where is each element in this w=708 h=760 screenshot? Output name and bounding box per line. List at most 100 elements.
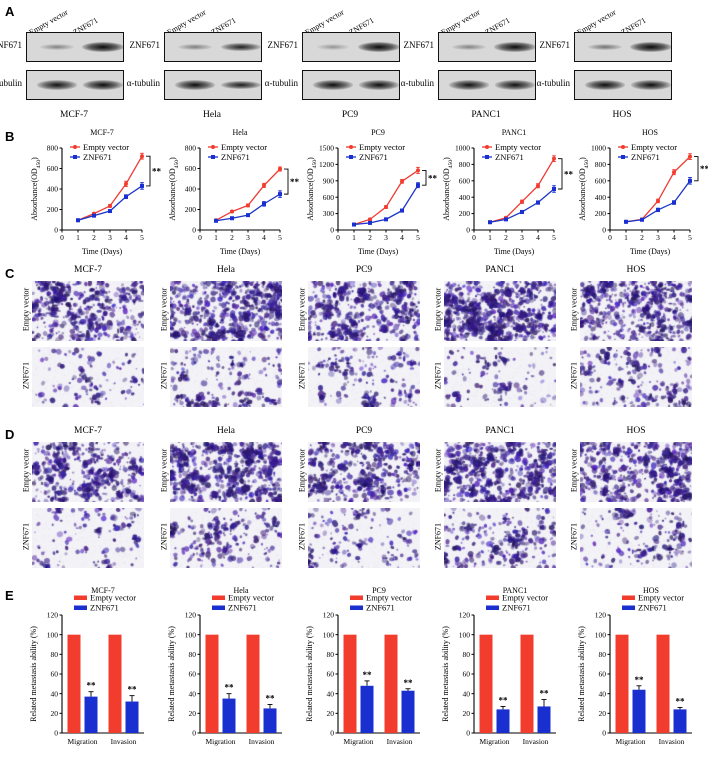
data-point: [488, 220, 492, 225]
x-tick-label: 4: [672, 233, 676, 242]
legend-label: ZNF671: [631, 152, 660, 162]
image-cell-line-label: PANC1: [485, 426, 515, 436]
y-tick-label: 100: [185, 630, 197, 639]
x-tick-label: 1: [488, 233, 492, 242]
chart-legend-item: ZNF671: [70, 152, 112, 162]
transwell-image-znf671: [444, 508, 556, 568]
x-tick-label: 3: [108, 233, 112, 242]
data-point: [214, 218, 218, 223]
metastasis-bar-chart: PANC1 Empty vector ZNF671 0 20 40 60 80 100 120 Re…: [440, 585, 562, 755]
blot-znf671: [164, 32, 262, 62]
significance-marker: **: [87, 681, 97, 691]
chart-legend-item: Empty vector: [70, 142, 129, 152]
y-tick-label: 20: [189, 709, 197, 718]
y-tick-label: 100: [323, 630, 335, 639]
chart-legend-item: Empty vector: [622, 593, 684, 603]
x-axis-label: Time (Days): [82, 247, 123, 256]
x-tick-label: 4: [536, 233, 540, 242]
bar: [125, 701, 139, 733]
series-line: [353, 169, 419, 226]
blot-znf671: [26, 32, 124, 62]
bar: [360, 685, 374, 733]
y-tick-label: 1000: [455, 144, 470, 153]
chart-legend-item: ZNF671: [346, 152, 388, 162]
legend-label: ZNF671: [638, 603, 667, 613]
transwell-image-empty-vector: [580, 442, 692, 502]
chart-legend-item: ZNF671: [486, 603, 531, 613]
blot-band: [494, 42, 536, 52]
x-tick-label: 5: [688, 233, 692, 242]
data-point: [278, 192, 282, 197]
y-axis-label: Related metastasis ability (%): [441, 626, 450, 722]
data-point: [656, 198, 660, 203]
panel-letter-a: A: [5, 4, 15, 19]
y-tick-label: 200: [595, 209, 607, 218]
panel-e-bar-charts: MCF-7 Empty vector ZNF671 0 20 40 60 80 100 120 Re…: [0, 585, 708, 760]
blot-band: [358, 80, 400, 90]
bar: [615, 634, 629, 733]
significance-marker: **: [363, 670, 373, 680]
image-cell-line-label: PANC1: [485, 265, 515, 275]
blot-band: [452, 44, 486, 50]
blot-row-label-tubulin: α-tubulin: [0, 78, 22, 88]
transwell-image-znf671: [308, 508, 420, 568]
category-label: Invasion: [659, 737, 685, 746]
growth-curve-chart: PC9 0 300 600 900 1200 1500 0 1 2 3 4 5 Time (Days) Ab…: [304, 126, 438, 256]
panel-letter-c: C: [5, 266, 15, 281]
y-tick-label: 60: [463, 670, 471, 679]
x-tick-label: 5: [416, 233, 420, 242]
transwell-image-znf671: [580, 508, 692, 568]
series-line: [215, 168, 281, 221]
legend-label: ZNF671: [502, 603, 531, 613]
x-tick-label: 0: [60, 233, 64, 242]
chart-legend-item: Empty vector: [208, 142, 267, 152]
y-tick-label: 600: [595, 176, 607, 185]
significance-marker: **: [152, 167, 162, 177]
data-point: [140, 154, 144, 159]
error-bar: [636, 685, 642, 690]
bar: [108, 634, 122, 733]
significance-marker: **: [290, 177, 300, 187]
legend-label: Empty vector: [495, 142, 541, 152]
data-point: [640, 217, 644, 222]
image-row-label-znf671: ZNF671: [21, 522, 31, 551]
y-tick-label: 120: [323, 611, 335, 620]
error-bar: [364, 680, 370, 686]
x-tick-label: 5: [552, 233, 556, 242]
x-tick-label: 2: [640, 233, 644, 242]
y-tick-label: 100: [459, 630, 471, 639]
y-tick-label: 400: [185, 185, 197, 194]
panel-b-growth-curves: MCF-7 0 200 400 600 800 0 1 2 3 4 5 Time (Days) Absor…: [0, 126, 708, 262]
data-point: [230, 216, 234, 221]
y-axis-label: Absorbance(OD450): [442, 157, 454, 221]
legend-label: Empty vector: [228, 593, 274, 603]
significance-marker: **: [700, 164, 708, 174]
blot-cell-line-label: Hela: [203, 110, 221, 120]
y-tick-label: 800: [185, 144, 197, 153]
x-tick-label: 1: [624, 233, 628, 242]
blot-cell-line-label: MCF-7: [60, 110, 88, 120]
y-tick-label: 120: [47, 611, 59, 620]
category-label: Invasion: [249, 737, 275, 746]
x-tick-label: 4: [262, 233, 266, 242]
category-label: Migration: [344, 737, 374, 746]
error-bar: [267, 704, 273, 709]
y-tick-label: 20: [327, 709, 335, 718]
blot-znf671: [438, 32, 536, 62]
blot-alpha-tubulin: [574, 70, 672, 100]
chart-legend-item: ZNF671: [350, 603, 395, 613]
data-point: [688, 178, 692, 183]
blot-band: [358, 42, 400, 52]
data-point: [230, 209, 234, 214]
chart-title: MCF-7: [90, 128, 114, 137]
y-tick-label: 120: [595, 611, 607, 620]
data-point: [140, 183, 144, 188]
data-point: [76, 218, 80, 223]
x-tick-label: 0: [608, 233, 612, 242]
bar: [205, 634, 219, 733]
transwell-image-empty-vector: [170, 442, 282, 502]
bar: [67, 634, 81, 733]
chart-title: HOS: [642, 128, 658, 137]
blot-band: [40, 44, 74, 50]
y-tick-label: 200: [185, 205, 197, 214]
